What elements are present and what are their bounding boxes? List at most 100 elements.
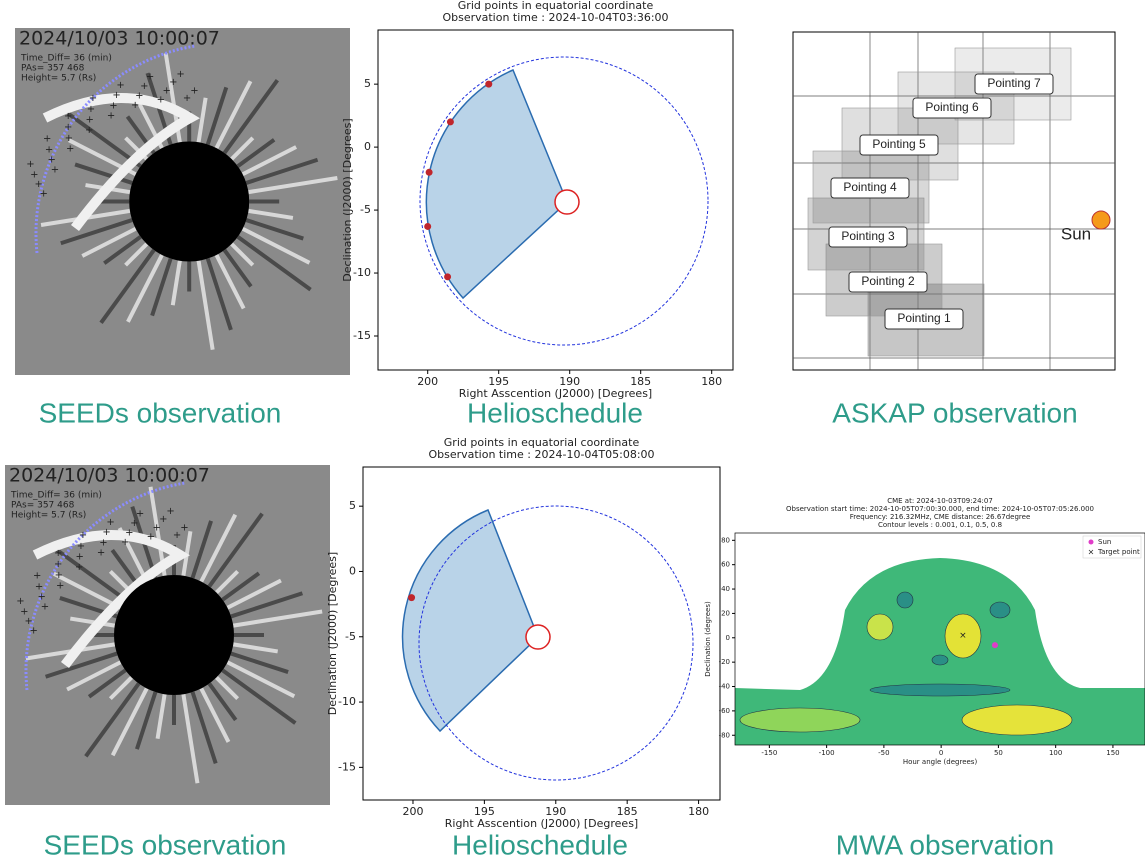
y-tick-label: 5 <box>364 77 371 90</box>
y-axis-label: Declination (J2000) [Degrees] <box>341 118 354 281</box>
info-text: Height= 5.7 (Rs) <box>11 511 86 521</box>
y-tick-label: 0 <box>349 564 356 577</box>
cme-mark: + <box>43 133 51 144</box>
target-point: × <box>959 631 967 641</box>
pointing-label: Pointing 5 <box>872 137 926 151</box>
x-tick-label: -50 <box>878 749 889 757</box>
pointing-label: Pointing 1 <box>897 311 951 325</box>
cme-mark: + <box>166 506 174 517</box>
grid-point <box>485 81 492 88</box>
y-tick-label: -5 <box>345 630 356 643</box>
pointing-label: Pointing 4 <box>843 180 897 194</box>
y-tick-label: -40 <box>719 683 730 691</box>
plot-subtitle: Observation time : 2024-10-04T03:36:00 <box>442 11 668 24</box>
pointing-label: Pointing 7 <box>987 76 1041 90</box>
x-tick-label: 100 <box>1049 749 1062 757</box>
cme-mark: + <box>51 165 59 176</box>
cme-mark: + <box>190 86 198 97</box>
sun-circle <box>526 625 550 649</box>
cme-mark: + <box>35 179 43 190</box>
cme-mark: + <box>135 90 143 101</box>
cme-mark: + <box>45 144 53 155</box>
cme-mark: + <box>85 125 93 136</box>
cme-mark: + <box>102 527 110 538</box>
sun-label: Sun <box>1061 224 1091 243</box>
grid-point <box>424 223 431 230</box>
y-axis-label: Declination (degrees) <box>704 601 712 677</box>
sun-circle <box>555 190 579 214</box>
occulter <box>129 142 249 262</box>
pointing-label: Pointing 2 <box>861 274 915 288</box>
cme-mark: + <box>176 69 184 80</box>
x-tick-label: 150 <box>1106 749 1119 757</box>
cme-mark: + <box>99 537 107 548</box>
cme-mark: + <box>47 155 55 166</box>
caption: Helioschedule <box>452 829 628 860</box>
y-tick-label: -20 <box>719 658 730 666</box>
plot-title: CME at: 2024-10-03T09:24:07 <box>887 497 993 505</box>
y-tick-label: -80 <box>719 731 730 739</box>
cme-mark: + <box>35 581 43 592</box>
y-tick-label: -10 <box>338 695 356 708</box>
grid-point <box>426 169 433 176</box>
x-axis-label: Hour angle (degrees) <box>903 758 978 766</box>
cme-mark: + <box>109 100 117 111</box>
cme-mark: + <box>89 93 97 104</box>
timestamp: 2024/10/03 10:00:07 <box>19 28 220 50</box>
grid-point <box>408 594 415 601</box>
x-tick-label: 0 <box>939 749 943 757</box>
beam-lobe <box>870 684 1010 696</box>
grid-point <box>444 273 451 280</box>
legend-label: Target point <box>1097 548 1140 556</box>
figure: SEEDs observation Helioschedule ASKAP ob… <box>0 0 1145 868</box>
cme-mark: + <box>85 115 93 126</box>
cme-mark: + <box>20 606 28 617</box>
info-text: Height= 5.7 (Rs) <box>21 74 96 84</box>
beam-lobe <box>990 602 1010 618</box>
legend-sun <box>1089 540 1094 545</box>
cme-mark: + <box>65 133 73 144</box>
plot-title: Frequency: 216.32MHz, CME distance: 26.6… <box>850 513 1031 521</box>
info-text: Time_Diff= 36 (min) <box>10 491 102 501</box>
caption: ASKAP observation <box>832 397 1077 428</box>
x-tick-label: 180 <box>688 805 709 818</box>
cme-mark: + <box>75 562 83 573</box>
cme-mark: + <box>97 547 105 558</box>
cme-mark: + <box>75 552 83 563</box>
plot-title: Observation start time: 2024-10-05T07:00… <box>786 505 1094 513</box>
legend-label: Sun <box>1098 538 1111 546</box>
cme-mark: + <box>54 559 62 570</box>
beam-lobe <box>740 708 860 732</box>
cme-mark: + <box>56 580 64 591</box>
pointing-label: Pointing 6 <box>925 100 979 114</box>
cme-mark: + <box>64 122 72 133</box>
beam-lobe <box>897 592 913 608</box>
cme-mark: + <box>77 541 85 552</box>
plot-title: Contour levels : 0.001, 0.1, 0.5, 0.8 <box>878 521 1002 529</box>
sun-point <box>992 642 998 648</box>
beam-lobe <box>932 655 948 665</box>
beam-lobe <box>867 614 893 640</box>
cme-mark: + <box>116 80 124 91</box>
cme-mark: + <box>121 537 129 548</box>
legend-target: × <box>1088 548 1095 557</box>
cme-mark: + <box>33 570 41 581</box>
beam-lobe <box>962 705 1072 735</box>
grid-point <box>447 118 454 125</box>
y-tick-label: 80 <box>721 536 730 544</box>
x-tick-label: -150 <box>761 749 777 757</box>
info-text: PAs= 357 468 <box>21 64 85 74</box>
cme-mark: + <box>25 616 33 627</box>
x-axis-label: Right Asscention (J2000) [Degrees] <box>459 387 652 400</box>
y-tick-label: -15 <box>338 760 356 773</box>
y-tick-label: -5 <box>360 203 371 216</box>
cme-mark: + <box>131 100 139 111</box>
cme-mark: + <box>30 169 38 180</box>
cme-mark: + <box>16 596 24 607</box>
cme-mark: + <box>106 517 114 528</box>
y-tick-label: 0 <box>364 140 371 153</box>
occulter <box>114 575 234 695</box>
field-wedge <box>426 70 567 298</box>
cme-mark: + <box>87 104 95 115</box>
caption: MWA observation <box>836 829 1054 860</box>
